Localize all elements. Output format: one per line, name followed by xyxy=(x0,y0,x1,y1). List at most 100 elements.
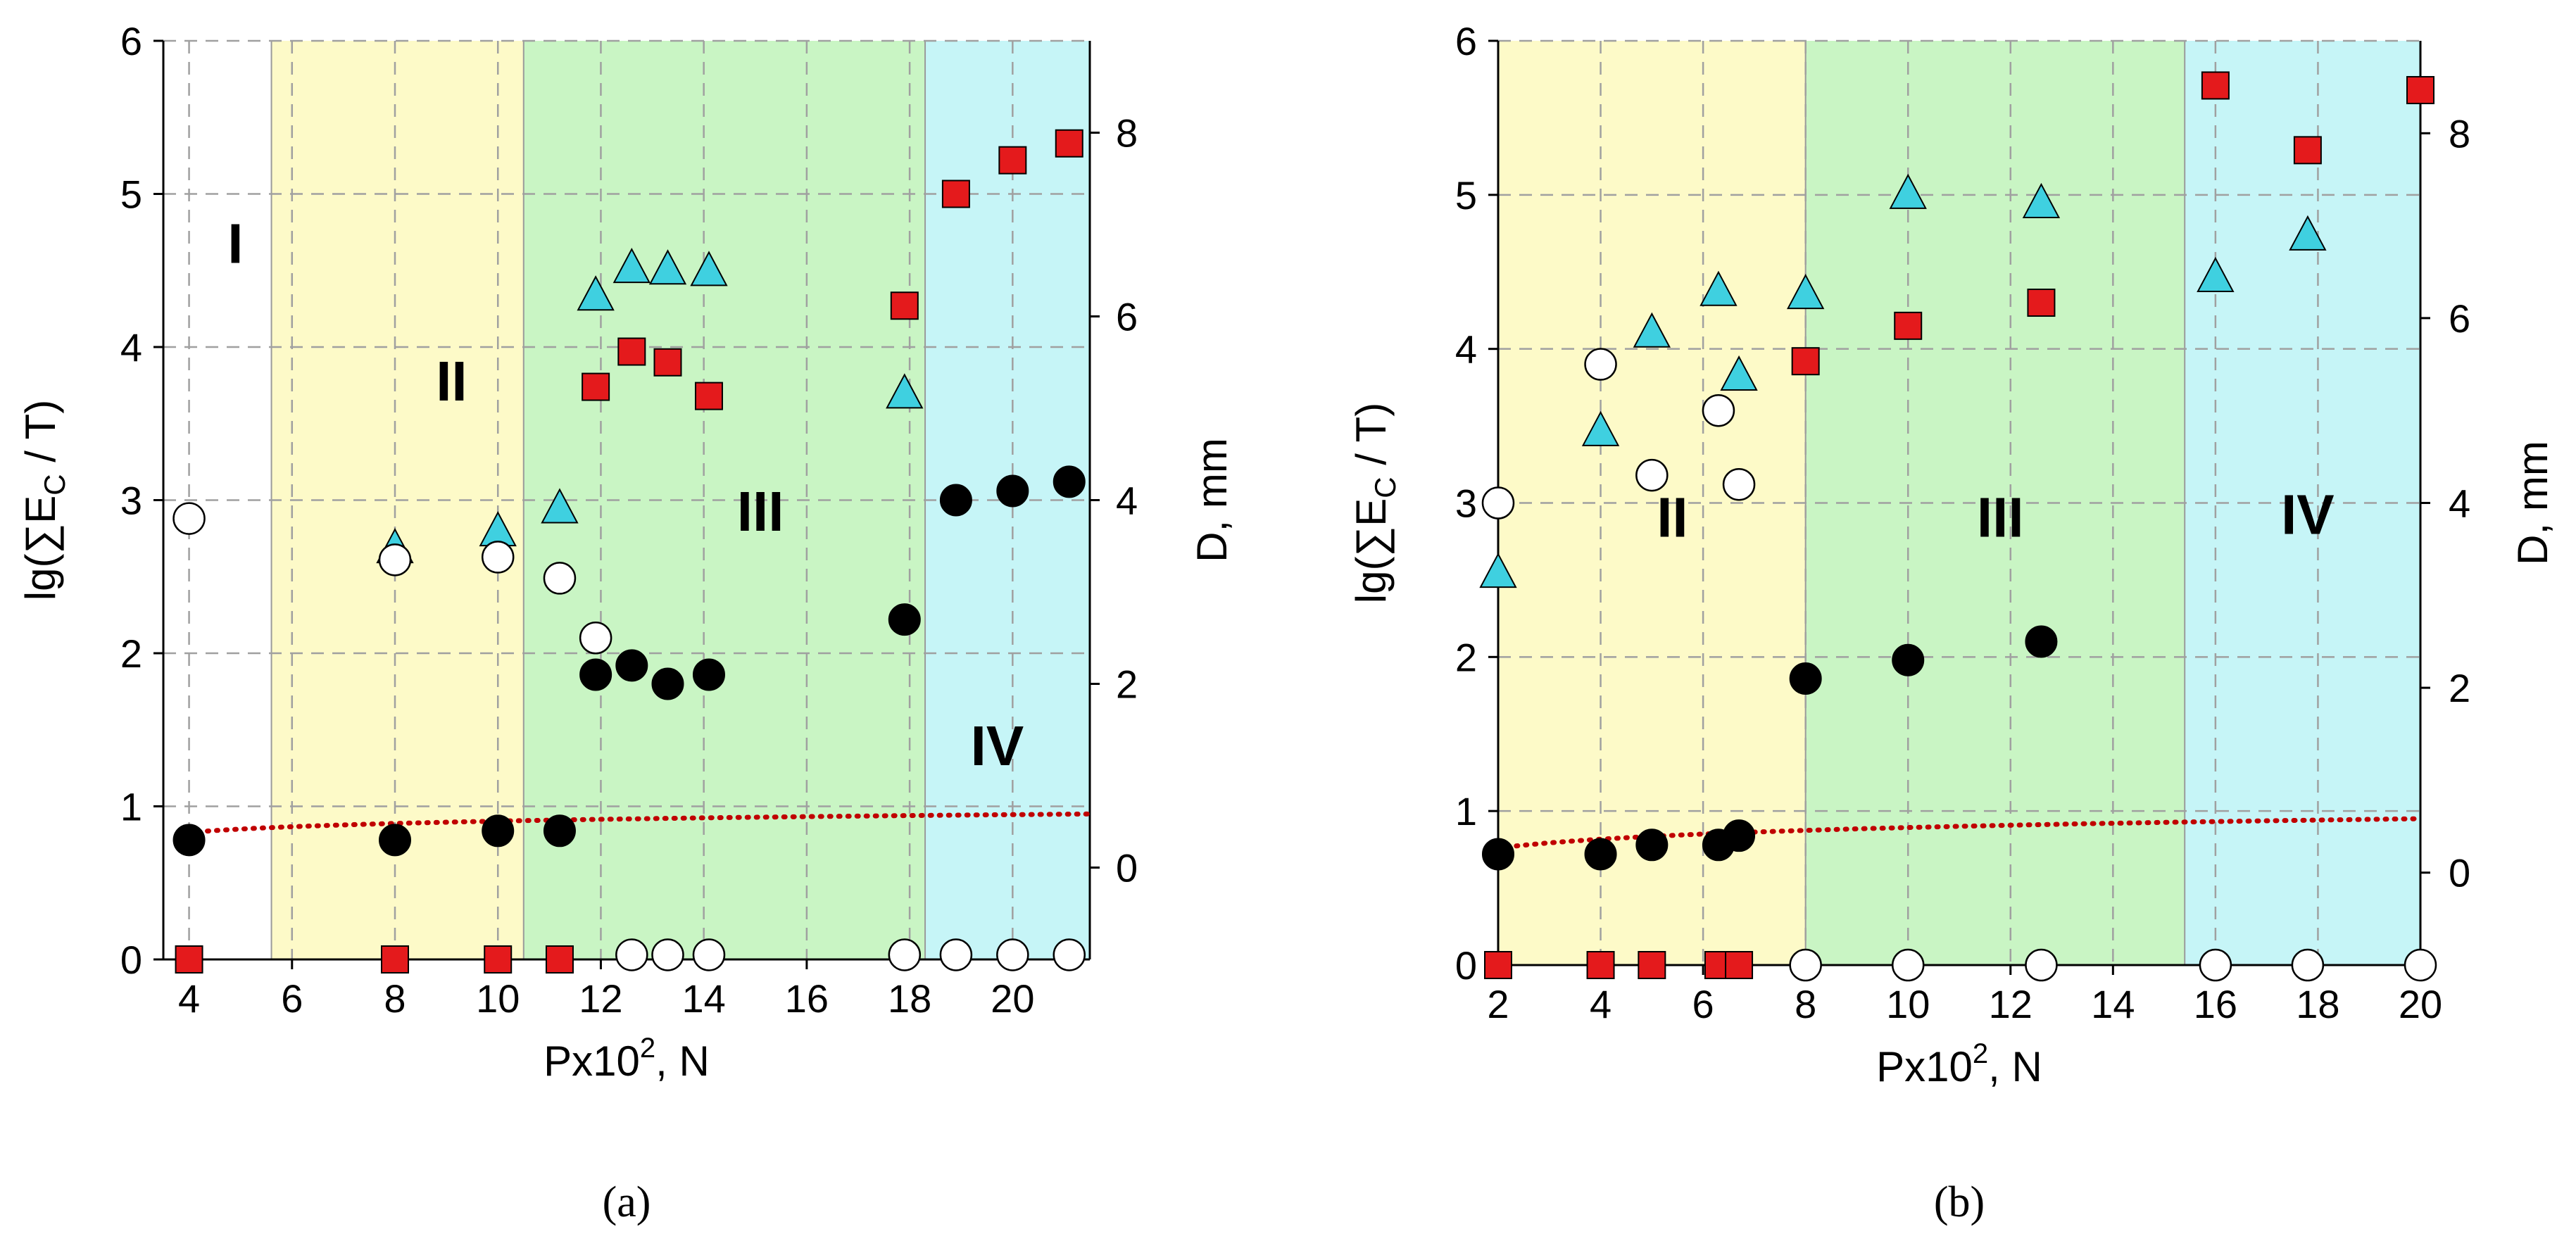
filled-circle-point xyxy=(615,649,648,682)
square-point xyxy=(2293,136,2322,165)
triangle-point xyxy=(1633,312,1671,348)
triangle-point xyxy=(648,249,687,285)
y-left-tick-label: 3 xyxy=(1455,481,1477,526)
open-circle-point xyxy=(1053,938,1086,971)
square-point xyxy=(1725,951,1754,979)
y-left-tick-label: 6 xyxy=(120,19,142,63)
x-tick-label: 20 xyxy=(991,976,1034,1021)
open-circle-point xyxy=(543,562,577,595)
open-circle-point xyxy=(1584,348,1617,381)
square-point xyxy=(617,337,646,366)
square-point xyxy=(694,382,723,410)
filled-circle-point xyxy=(1789,662,1822,695)
triangle-point xyxy=(690,251,728,286)
y-right-tick-label: 8 xyxy=(1116,111,1138,156)
square-point xyxy=(2027,289,2056,317)
filled-circle-point xyxy=(1723,819,1756,852)
x-tick-label: 18 xyxy=(888,976,931,1021)
zone-label-iii: III xyxy=(1977,486,2024,549)
open-circle-point xyxy=(2199,948,2232,982)
square-point xyxy=(941,179,970,208)
triangle-point xyxy=(1699,270,1738,306)
square-point xyxy=(890,291,919,320)
y-left-tick-label: 5 xyxy=(1455,173,1477,218)
open-circle-point xyxy=(651,938,684,971)
panel-caption: (b) xyxy=(1934,1178,1985,1226)
square-point xyxy=(484,945,513,974)
x-axis-title: Px102, N xyxy=(544,1033,710,1085)
filled-circle-point xyxy=(651,667,684,700)
filled-circle-point xyxy=(379,824,411,857)
zone-label-iv: IV xyxy=(971,714,1024,777)
open-circle-point xyxy=(579,622,612,655)
chart-panel-a: 4 6 8 10 12 14 16 18 20012345602468IIIIIIIVPx102… xyxy=(17,19,1236,1226)
y-right-tick-label: 4 xyxy=(2449,481,2470,526)
square-point xyxy=(1055,129,1083,158)
x-tick-label: 12 xyxy=(579,976,622,1021)
y-left-tick-label: 5 xyxy=(120,172,142,217)
square-point xyxy=(2201,71,2230,100)
filled-circle-point xyxy=(692,658,725,691)
x-tick-label: 14 xyxy=(682,976,726,1021)
x-tick-label: 10 xyxy=(1886,982,1930,1026)
x-tick-label: 6 xyxy=(1692,982,1714,1026)
x-tick-label: 6 xyxy=(281,976,303,1021)
y-left-tick-label: 2 xyxy=(120,631,142,676)
y-left-tick-label: 4 xyxy=(1455,327,1477,372)
triangle-point xyxy=(1581,410,1620,446)
x-tick-label: 14 xyxy=(2091,982,2135,1026)
filled-circle-point xyxy=(888,603,921,636)
triangle-point xyxy=(2289,215,2327,251)
x-tick-label: 8 xyxy=(384,976,406,1021)
y-right-tick-label: 6 xyxy=(1116,295,1138,339)
open-circle-point xyxy=(1722,467,1756,501)
open-circle-point xyxy=(481,541,515,574)
open-circle-point xyxy=(692,938,726,971)
y-left-axis-title: lg(∑EC / T) xyxy=(1347,403,1402,603)
zone-label-ii: II xyxy=(1657,486,1688,549)
x-axis-title: Px102, N xyxy=(1876,1038,2042,1090)
y-left-tick-label: 6 xyxy=(1455,19,1477,63)
x-tick-label: 12 xyxy=(1989,982,2032,1026)
open-circle-point xyxy=(996,938,1029,971)
square-point xyxy=(545,945,574,974)
square-point xyxy=(381,945,409,974)
triangle-point xyxy=(1889,173,1927,209)
zone-label-i: I xyxy=(227,212,243,275)
x-tick-label: 16 xyxy=(785,976,829,1021)
y-right-tick-label: 8 xyxy=(2449,111,2470,156)
y-right-axis-title: D, mm xyxy=(2509,441,2556,565)
y-left-tick-label: 1 xyxy=(1455,789,1477,833)
filled-circle-point xyxy=(482,814,515,848)
y-left-tick-label: 1 xyxy=(120,785,142,829)
x-tick-label: 16 xyxy=(2194,982,2237,1026)
open-circle-point xyxy=(2404,948,2437,982)
x-tick-label: 8 xyxy=(1795,982,1816,1026)
y-right-tick-label: 0 xyxy=(1116,846,1138,890)
panel-caption: (a) xyxy=(603,1178,651,1226)
filled-circle-point xyxy=(1892,643,1925,676)
square-point xyxy=(582,372,610,401)
open-circle-point xyxy=(1789,948,1822,982)
zone-label-iii: III xyxy=(737,480,784,543)
zone-label-iv: IV xyxy=(2281,483,2335,546)
triangle-point xyxy=(1720,355,1758,391)
triangle-point xyxy=(886,373,924,409)
y-left-tick-label: 4 xyxy=(120,325,142,370)
triangle-point xyxy=(1479,553,1517,588)
y-right-tick-label: 2 xyxy=(1116,662,1138,707)
open-circle-point xyxy=(378,543,412,577)
filled-circle-point xyxy=(579,658,612,691)
triangle-point xyxy=(577,275,615,311)
square-point xyxy=(653,348,682,377)
y-right-tick-label: 6 xyxy=(2449,296,2470,341)
y-right-tick-label: 4 xyxy=(1116,479,1138,523)
square-point xyxy=(1484,951,1512,979)
square-point xyxy=(175,945,203,974)
open-circle-point xyxy=(1702,393,1735,427)
x-tick-label: 20 xyxy=(2399,982,2442,1026)
open-circle-point xyxy=(939,938,973,971)
filled-circle-point xyxy=(1482,838,1514,871)
trend-line xyxy=(187,811,1093,835)
